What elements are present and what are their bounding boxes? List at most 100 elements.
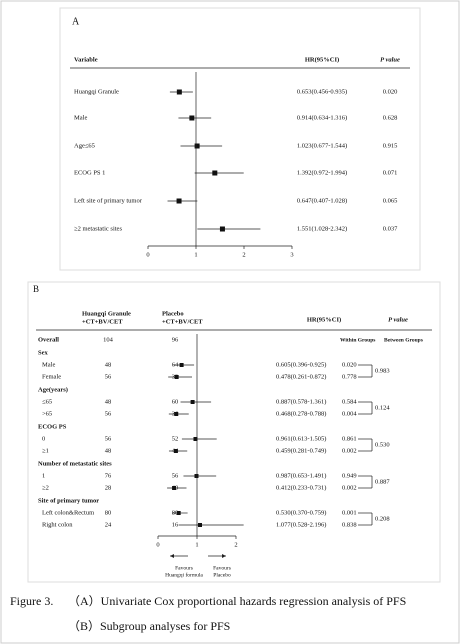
subheader: Within Groups xyxy=(340,337,375,343)
favours-label: Favours xyxy=(213,565,231,571)
group-label: Number of metastatic sites xyxy=(38,460,112,467)
favours-label: Huangqi formula xyxy=(165,571,203,578)
hr-marker xyxy=(174,412,179,416)
n-arm1: 76 xyxy=(105,472,112,479)
hr-text: 0.459(0.281-0.749) xyxy=(276,447,326,454)
hr-marker xyxy=(219,226,225,232)
p-value: 0.037 xyxy=(383,225,398,232)
n-arm2: 16 xyxy=(172,521,179,528)
hr-marker xyxy=(198,523,203,527)
between-p: 0.124 xyxy=(375,404,390,411)
column-header: P value xyxy=(388,316,408,323)
hr-text: 0.961(0.613-1.505) xyxy=(276,435,326,442)
hr-marker xyxy=(194,474,199,478)
row-label: ≥1 xyxy=(42,447,49,454)
x-tick-label: 1 xyxy=(195,541,198,548)
column-header: P value xyxy=(380,56,400,63)
caption-label: Figure 3. xyxy=(10,594,53,608)
arrow-head xyxy=(170,554,174,558)
caption-b: （B）Subgroup analyses for PFS xyxy=(68,619,230,633)
hr-text: 0.887(0.578-1.361) xyxy=(276,398,326,405)
group-label: ECOG PS xyxy=(38,423,67,430)
hr-marker xyxy=(193,437,198,441)
between-p: 0.983 xyxy=(375,367,390,374)
p-value: 0.004 xyxy=(342,410,357,417)
hr-marker xyxy=(176,198,182,204)
x-tick-label: 3 xyxy=(290,251,293,258)
row-label: Age≤65 xyxy=(74,142,95,149)
group-label: Sex xyxy=(38,349,49,356)
hr-text: 0.605(0.396-0.925) xyxy=(276,361,326,368)
arrow-head xyxy=(222,554,226,558)
between-p: 0.530 xyxy=(375,441,390,448)
panel-a-border xyxy=(59,7,421,271)
p-value: 0.002 xyxy=(342,447,357,454)
hr-text: 1.392(0.972-1.994) xyxy=(297,169,347,176)
p-value: 0.002 xyxy=(342,484,357,491)
n-arm1: 48 xyxy=(105,447,112,454)
panel-label: A xyxy=(72,16,80,27)
hr-marker xyxy=(212,170,218,176)
row-label: ≥2 xyxy=(42,484,49,491)
column-header: HR(95%CI) xyxy=(305,56,339,63)
row-label: Overall xyxy=(38,336,59,343)
hr-marker xyxy=(189,115,195,121)
hr-marker xyxy=(190,400,195,404)
hr-text: 0.468(0.278-0.788) xyxy=(276,410,326,417)
hr-marker xyxy=(179,363,184,367)
x-tick-label: 1 xyxy=(194,251,197,258)
p-value: 0.071 xyxy=(383,169,398,176)
column-header: +CT+BV/CET xyxy=(162,318,203,325)
row-label: Male xyxy=(42,361,55,368)
p-value: 0.838 xyxy=(342,521,357,528)
n-arm1: 56 xyxy=(105,410,112,417)
hr-marker xyxy=(176,511,181,515)
p-value: 0.001 xyxy=(342,509,357,516)
p-value: 0.915 xyxy=(383,142,398,149)
row-label: 1 xyxy=(42,472,45,479)
row-label: Left site of primary tumor xyxy=(74,197,143,204)
hr-text: 0.914(0.634-1.316) xyxy=(297,114,347,121)
n-arm2: 56 xyxy=(172,472,179,479)
n-arm2: 52 xyxy=(172,435,179,442)
n-arm1: 48 xyxy=(105,361,112,368)
hr-text: 0.653(0.456-0.935) xyxy=(297,88,347,95)
row-label: ≥2 metastatic sites xyxy=(74,225,122,232)
x-tick-label: 0 xyxy=(156,541,159,548)
between-p: 0.208 xyxy=(375,515,390,522)
column-header: +CT+BV/CET xyxy=(82,318,123,325)
hr-marker xyxy=(194,143,200,149)
row-label: Huangqi Granule xyxy=(74,88,119,95)
hr-text: 0.647(0.407-1.028) xyxy=(297,197,347,204)
row-label: Left colon&Rectum xyxy=(42,509,94,516)
hr-text: 1.077(0.528-2.196) xyxy=(276,521,326,528)
n-arm1: 56 xyxy=(105,435,112,442)
hr-marker xyxy=(173,449,178,453)
n-arm1: 28 xyxy=(105,484,112,491)
hr-text: 1.551(1.028-2.342) xyxy=(297,225,347,232)
n-arm1: 48 xyxy=(105,398,112,405)
favours-label: Favours xyxy=(175,565,193,571)
hr-text: 0.530(0.370-0.759) xyxy=(276,509,326,516)
p-value: 0.861 xyxy=(342,435,357,442)
column-header: Variable xyxy=(74,56,98,63)
p-value: 0.020 xyxy=(383,88,398,95)
n-arm2: 60 xyxy=(172,398,179,405)
x-tick-label: 2 xyxy=(242,251,245,258)
x-tick-label: 2 xyxy=(234,541,237,548)
row-label: ≤65 xyxy=(42,398,52,405)
between-p: 0.887 xyxy=(375,478,390,485)
hr-marker xyxy=(172,486,177,490)
column-header: Huangqi Granule xyxy=(82,310,131,317)
p-value: 0.020 xyxy=(342,361,357,368)
n-arm1: 56 xyxy=(105,373,112,380)
p-value: 0.949 xyxy=(342,472,357,479)
p-value: 0.065 xyxy=(383,197,398,204)
p-value: 0.584 xyxy=(342,398,357,405)
row-label: ECOG PS 1 xyxy=(74,169,105,176)
hr-marker xyxy=(176,89,182,95)
hr-marker xyxy=(174,375,179,379)
x-tick-label: 0 xyxy=(146,251,149,258)
